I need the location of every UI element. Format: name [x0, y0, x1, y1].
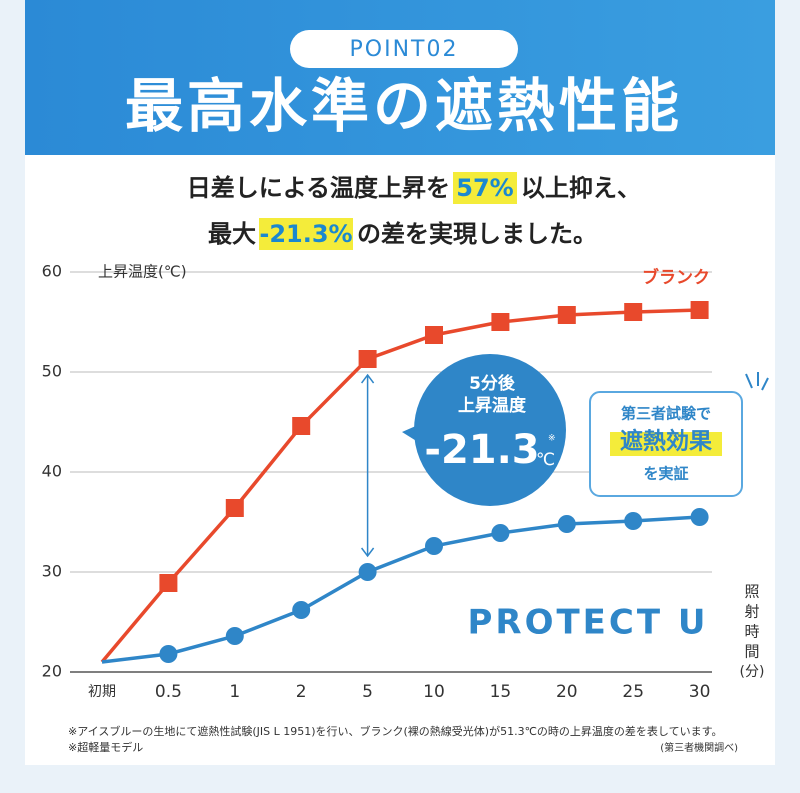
data-point	[225, 627, 244, 645]
arrow-head	[361, 373, 375, 558]
footnote: ※超軽量モデル	[68, 740, 143, 754]
data-point	[624, 512, 643, 530]
callout-highlight	[610, 432, 722, 456]
data-point	[292, 601, 311, 619]
badge	[290, 30, 518, 68]
bubble-note: ※	[548, 434, 556, 444]
y-tick-label: 20	[42, 662, 62, 681]
data-point	[491, 524, 510, 542]
y-tick-label: 30	[42, 562, 62, 581]
bubble	[414, 354, 566, 506]
y-axis-label: 上昇温度(℃)	[98, 263, 187, 281]
footnote: ※アイスブルーの生地にて遮熱性試験(JIS L 1951)を行い、ブランク(裸の…	[68, 724, 723, 738]
data-point	[159, 574, 178, 592]
x-tick-label: 1	[229, 682, 240, 702]
lead-text: 最大	[208, 220, 256, 248]
data-point	[624, 303, 643, 321]
x-tick-label: 15	[490, 682, 512, 702]
bubble-unit: ℃	[536, 450, 555, 470]
data-point	[690, 508, 709, 526]
legend-label: ブランク	[642, 267, 710, 288]
x-axis-label: 時	[744, 623, 759, 641]
highlight	[259, 218, 353, 250]
source: (第三者機関調べ)	[660, 741, 738, 754]
callout-text: を実証	[643, 465, 688, 483]
x-tick-label: 初期	[88, 683, 116, 700]
x-tick-label: 20	[556, 682, 578, 702]
x-unit: (分)	[740, 664, 765, 680]
lead-highlight: -21.3%	[259, 220, 352, 248]
bubble	[402, 425, 418, 442]
bubble-value: -21.3	[424, 427, 539, 473]
data-point	[690, 301, 709, 319]
lead: 日差しによる温度上昇を 57% 以上抑え、 最大 -21.3% の差を実現しまし…	[187, 172, 641, 250]
data-point	[159, 645, 178, 663]
x-tick-label: 25	[622, 682, 644, 702]
badge-text: POINT02	[350, 37, 459, 62]
data-point	[491, 313, 510, 331]
callout-text: 遮熱効果	[620, 428, 712, 455]
lead-text: 日差しによる温度上昇を	[187, 174, 450, 202]
data-point	[557, 515, 576, 533]
x-tick-label: 0.5	[155, 682, 182, 702]
data-point	[425, 537, 443, 555]
callout-accent	[745, 372, 769, 391]
bubble-text: 上昇温度	[458, 395, 527, 416]
y-tick-label: 60	[42, 262, 62, 281]
lead-text: の差を実現しました。	[357, 220, 597, 248]
x-tick-label: 2	[296, 682, 307, 702]
banner	[25, 0, 775, 155]
callout-text: 第三者試験で	[621, 405, 711, 423]
lead-text: 以上抑え、	[521, 174, 641, 202]
legend-label: PROTECT U	[467, 603, 708, 643]
lead-highlight: 57%	[456, 174, 513, 202]
x-axis-label: 照	[744, 583, 759, 601]
y-tick-label: 50	[42, 362, 62, 381]
series-line	[101, 515, 700, 664]
x-axis-label: 射	[744, 603, 759, 621]
x-tick-label: 5	[362, 682, 373, 702]
data-point	[358, 563, 377, 581]
highlight	[453, 172, 517, 204]
data-point	[358, 350, 377, 368]
title: 最高水準の遮熱性能	[125, 72, 683, 140]
data-point	[225, 499, 244, 517]
x-axis-label: 間	[744, 643, 759, 661]
data-point	[425, 326, 443, 344]
y-tick-label: 40	[42, 462, 62, 481]
series-line	[100, 308, 700, 664]
data-point	[292, 417, 311, 435]
x-tick-label: 30	[689, 682, 711, 702]
x-tick-label: 10	[423, 682, 445, 702]
bubble-text: 5分後	[469, 373, 516, 394]
data-point	[557, 306, 576, 324]
